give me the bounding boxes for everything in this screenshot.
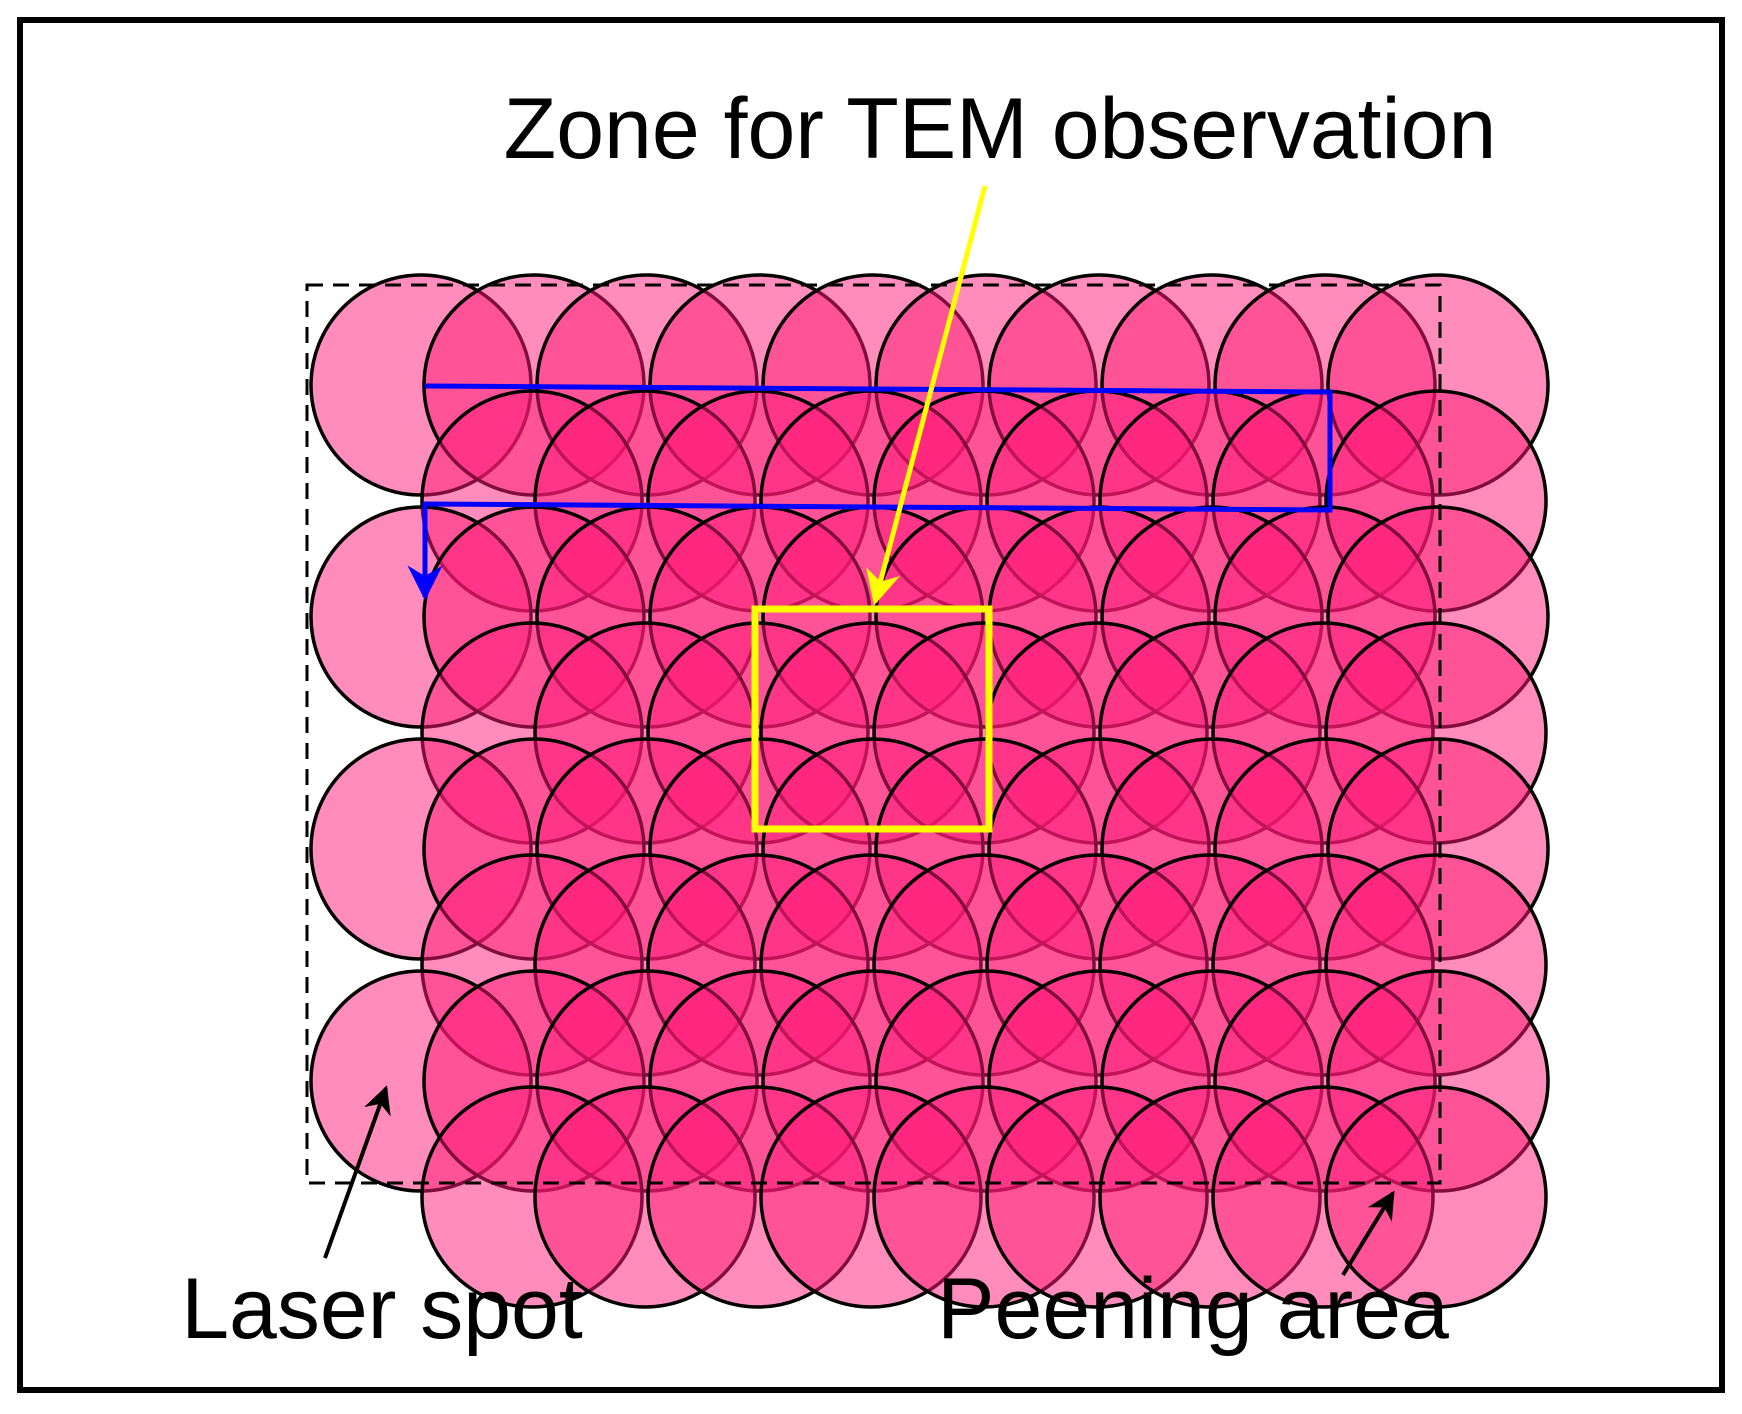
tem-observation-zone: [751, 605, 993, 833]
laser-spot: [1324, 1085, 1548, 1309]
zone-pointer-arrow: [866, 185, 988, 606]
peening-area-label: Peening area: [937, 1261, 1449, 1357]
laser-spot-pointer-arrow: [323, 1085, 391, 1259]
laser-spot-grid: [309, 273, 1550, 1309]
scan-path: [407, 383, 1333, 601]
zone-label: Zone for TEM observation: [504, 81, 1497, 177]
laser-spot-label: Laser spot: [181, 1261, 583, 1357]
peening-area-pointer-arrow: [1341, 1190, 1395, 1277]
